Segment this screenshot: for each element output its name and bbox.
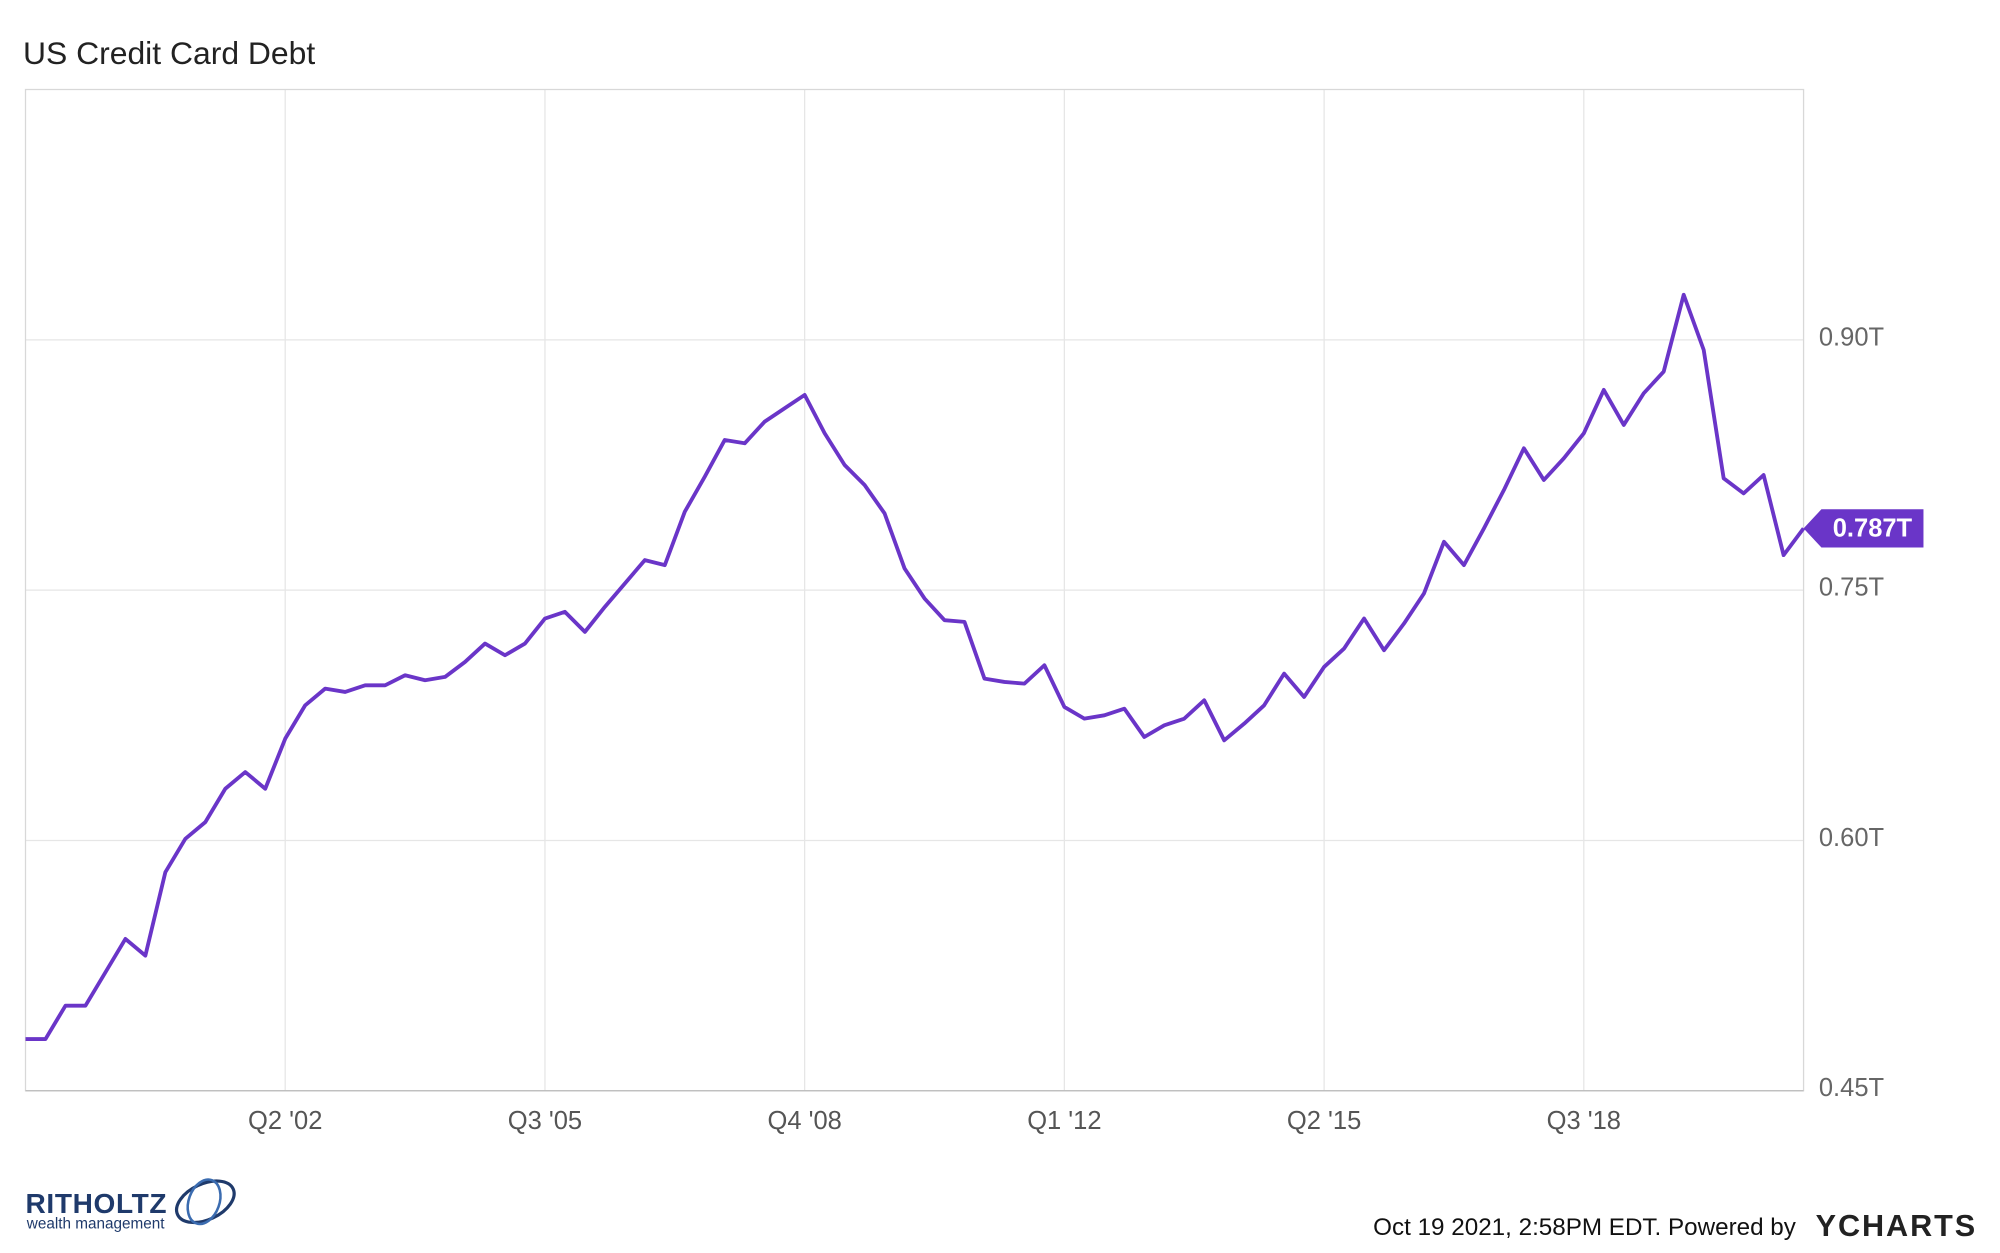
x-tick-label: Q3 '05	[508, 1107, 582, 1135]
series-line	[25, 292, 1806, 1041]
x-tick-label: Q4 '08	[767, 1107, 841, 1135]
footer-timestamp: Oct 19 2021, 2:58PM EDT. Powered by	[1373, 1214, 1797, 1241]
logo-name: RITHOLTZ	[26, 1188, 168, 1219]
chart-title: US Credit Card Debt	[23, 35, 315, 71]
y-tick-label: 0.75T	[1819, 574, 1884, 602]
y-tick-label: 0.90T	[1819, 323, 1884, 351]
grid: 0.45T 0.60T 0.75T 0.90T Q2 '02 Q3 '05 Q4 '08 Q1…	[25, 89, 1884, 1135]
value-label: 0.787T	[1833, 514, 1913, 542]
logo-tagline: wealth management	[26, 1216, 166, 1233]
x-tick-label: Q3 '18	[1547, 1107, 1621, 1135]
x-tick-label: Q1 '12	[1027, 1107, 1101, 1135]
marks: 0.787T	[25, 292, 1924, 1041]
value-callout	[1803, 509, 1924, 548]
logo-swirl	[186, 1178, 222, 1226]
y-tick-label: 0.60T	[1819, 824, 1884, 852]
footer-brand: YCHARTS	[1816, 1209, 1977, 1243]
x-tick-label: Q2 '15	[1287, 1107, 1361, 1135]
logo: RITHOLTZ wealth management	[26, 1178, 236, 1233]
y-tick-label: 0.45T	[1819, 1074, 1884, 1102]
x-tick-label: Q2 '02	[248, 1107, 322, 1135]
